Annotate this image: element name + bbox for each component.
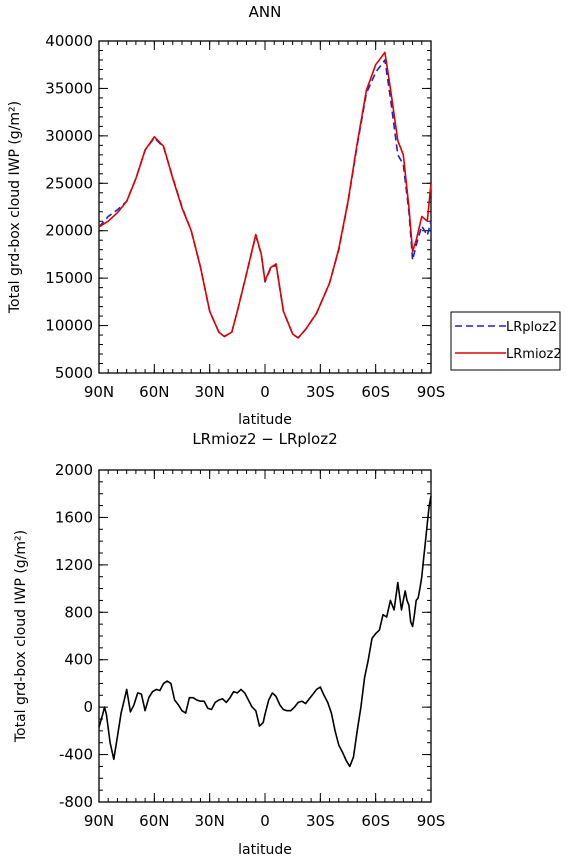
top-y-tick-label: 20000 (45, 222, 93, 240)
bottom-x-tick-label: 30S (306, 812, 335, 830)
bottom-y-tick-label: -800 (59, 793, 93, 811)
bottom-x-axis-label: latitude (238, 842, 292, 858)
top-series-line-lrmioz2 (98, 51, 432, 339)
legend-label-lrploz2: LRploz2 (506, 320, 557, 335)
bottom-y-tick-label: -400 (59, 746, 93, 764)
top-plot-frame (98, 40, 432, 374)
bottom-chart-title: LRmioz2 − LRploz2 (192, 430, 337, 448)
top-series-line-lrploz2 (98, 59, 432, 339)
bottom-x-tick-label: 60S (361, 812, 390, 830)
top-series-group (98, 51, 432, 339)
legend: LRploz2 LRmioz2 (450, 311, 562, 371)
top-y-tick-label: 35000 (45, 79, 93, 97)
bottom-y-axis-label: Total grd-box cloud IWP (g/m²) (13, 530, 29, 743)
bottom-y-tick-label: 1200 (55, 556, 93, 574)
top-y-axis-label: Total grd-box cloud IWP (g/m²) (7, 101, 23, 314)
top-x-tick-label: 30S (306, 383, 335, 401)
top-y-tick-label: 30000 (45, 127, 93, 145)
legend-box (450, 311, 561, 371)
top-y-tick-label: 5000 (55, 364, 93, 382)
top-x-tick-label: 60S (361, 383, 390, 401)
top-x-axis-label: latitude (238, 412, 292, 428)
top-x-tick-label: 0 (260, 383, 270, 401)
bottom-y-tick-label: 0 (83, 698, 93, 716)
top-x-tick-label: 90N (84, 383, 114, 401)
bottom-y-tick-label: 400 (64, 651, 93, 669)
bottom-x-tick-label: 60N (139, 812, 169, 830)
bottom-x-tick-label: 90S (417, 812, 446, 830)
top-x-tick-label: 30N (195, 383, 225, 401)
bottom-axis-ticks: 90N 60N 30N 0 30S 60S 90S -800 -400 0 400 800 1200 16… (55, 461, 445, 830)
top-axis-ticks: 90N 60N 30N 0 30S 60S 90S 5000 10000 15000 20000 25… (45, 32, 445, 401)
top-x-tick-label: 60N (139, 383, 169, 401)
top-y-tick-label: 10000 (45, 317, 93, 335)
top-chart: ANN 90N 60N 30N 0 30S 60S 90S 5000 10000 15000 200… (7, 3, 562, 428)
bottom-plot-frame (98, 469, 432, 803)
top-y-tick-label: 15000 (45, 269, 93, 287)
top-y-tick-label: 40000 (45, 32, 93, 50)
top-x-tick-label: 90S (417, 383, 446, 401)
top-chart-title: ANN (249, 3, 282, 21)
bottom-y-tick-label: 2000 (55, 461, 93, 479)
bottom-x-tick-label: 0 (260, 812, 270, 830)
bottom-x-tick-label: 90N (84, 812, 114, 830)
bottom-series-line-difference (98, 495, 432, 768)
bottom-y-tick-label: 1600 (55, 508, 93, 526)
bottom-series-group (98, 495, 432, 768)
bottom-y-tick-label: 800 (64, 603, 93, 621)
bottom-x-tick-label: 30N (195, 812, 225, 830)
legend-label-lrmioz2: LRmioz2 (506, 347, 562, 362)
top-y-tick-label: 25000 (45, 174, 93, 192)
bottom-chart: LRmioz2 − LRploz2 90N 60N 30N 0 30S 60S 90S -80… (13, 430, 445, 858)
